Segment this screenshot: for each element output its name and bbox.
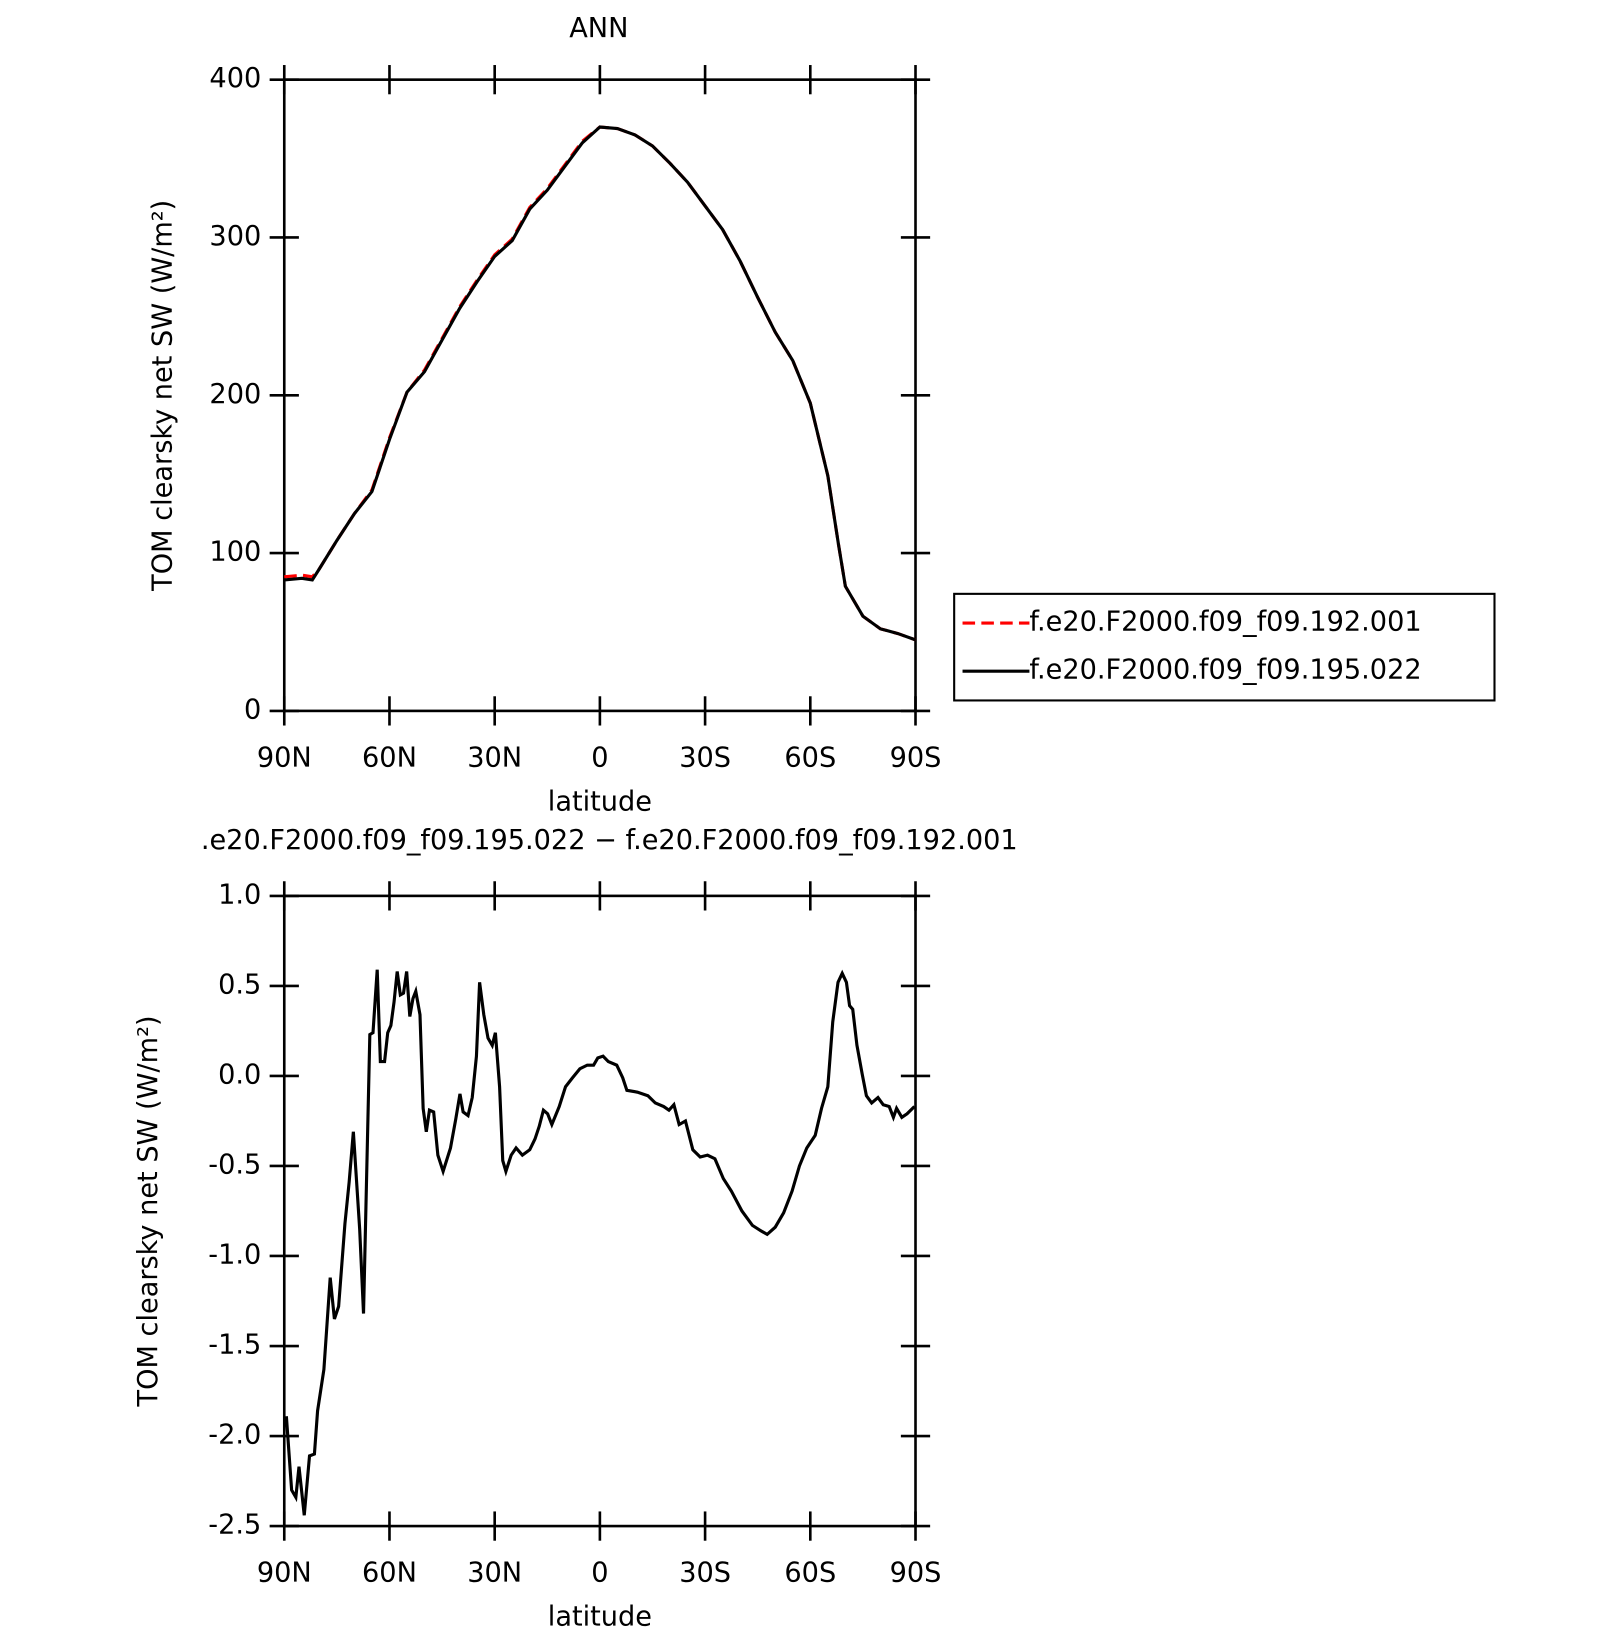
plot-frame — [282, 78, 917, 713]
chart-title: ANN — [569, 13, 628, 44]
legend-label: f.e20.F2000.f09_f09.195.022 — [1029, 655, 1421, 686]
x-tick-label: 60N — [362, 1558, 417, 1589]
y-tick-label: -0.5 — [208, 1149, 261, 1180]
x-tick-label: 30N — [467, 1558, 522, 1589]
y-tick-label: 100 — [209, 537, 261, 568]
x-axis-label: latitude — [548, 1602, 652, 1633]
data-line — [284, 125, 917, 642]
x-tick-label: 0 — [591, 742, 608, 773]
x-tick-label: 30S — [679, 1558, 731, 1589]
y-tick-label: 0.0 — [218, 1059, 261, 1090]
y-tick-label: -2.0 — [208, 1420, 261, 1451]
x-tick-label: 30S — [679, 742, 731, 773]
y-tick-label: 200 — [209, 379, 261, 410]
x-tick-label: 90N — [257, 1558, 312, 1589]
x-tick-label: 90N — [257, 742, 312, 773]
legend-label: f.e20.F2000.f09_f09.192.001 — [1029, 607, 1421, 638]
y-axis-label: TOM clearsky net SW (W/m²) — [133, 1015, 164, 1407]
data-line — [284, 969, 916, 1516]
x-tick-label: 60S — [784, 1558, 836, 1589]
data-line — [284, 125, 917, 642]
y-tick-label: -1.5 — [208, 1330, 261, 1361]
x-tick-label: 90S — [890, 1558, 942, 1589]
y-tick-label: -1.0 — [208, 1239, 261, 1270]
chart-title: .e20.F2000.f09_f09.195.022 − f.e20.F2000… — [201, 825, 1018, 856]
x-tick-label: 60S — [784, 742, 836, 773]
y-tick-label: 300 — [209, 221, 261, 252]
x-tick-label: 90S — [890, 742, 942, 773]
legend-box — [953, 592, 1496, 702]
y-tick-label: 1.0 — [218, 879, 261, 910]
x-tick-label: 0 — [591, 1558, 608, 1589]
y-tick-label: 0.5 — [218, 969, 261, 1000]
x-tick-label: 30N — [467, 742, 522, 773]
y-tick-label: 0 — [244, 694, 261, 725]
y-tick-label: -2.5 — [208, 1510, 261, 1541]
y-tick-label: 400 — [209, 63, 261, 94]
x-tick-label: 60N — [362, 742, 417, 773]
x-axis-label: latitude — [548, 786, 652, 817]
y-axis-label: TOM clearsky net SW (W/m²) — [148, 200, 179, 592]
